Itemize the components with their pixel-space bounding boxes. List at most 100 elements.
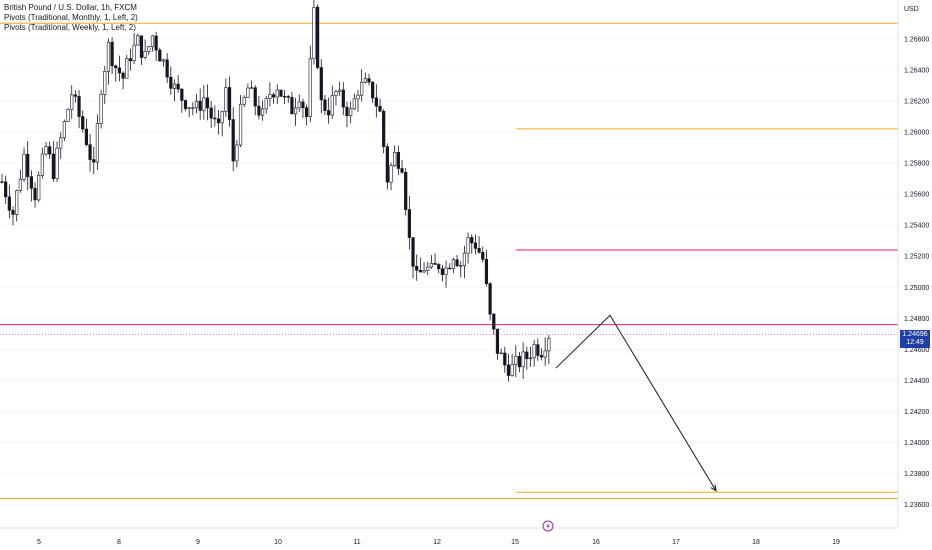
candle-up: [103, 71, 107, 95]
chart-legend: British Pound / U.S. Dollar, 1h, FXCM Pi…: [4, 3, 138, 33]
candle-up: [224, 87, 228, 112]
candle-up: [312, 6, 316, 60]
candle-down: [506, 364, 511, 376]
candle-up: [161, 59, 166, 62]
candle-down: [84, 128, 89, 145]
candle-up: [22, 153, 26, 180]
candle-down: [176, 83, 180, 90]
y-tick-label: 1.23800: [904, 471, 929, 478]
candle-down: [455, 259, 459, 267]
lightning-icon[interactable]: [542, 520, 554, 532]
y-axis[interactable]: 1.26600 1.26400 1.26200 1.26000 1.25800 1.256…: [904, 36, 929, 509]
candle-up: [125, 58, 129, 79]
candle-down: [231, 119, 235, 162]
candle-down: [400, 168, 404, 173]
y-tick-label: 1.25400: [904, 223, 929, 230]
candle-down: [433, 263, 437, 265]
candle-down: [396, 151, 400, 169]
projection-path[interactable]: [555, 314, 717, 491]
candle-up: [235, 144, 239, 162]
candle-up: [143, 50, 147, 58]
candle-up: [356, 94, 360, 100]
candle-up: [451, 259, 456, 269]
candle-up: [275, 89, 279, 98]
candle-down: [180, 88, 184, 101]
candle-up: [172, 83, 177, 89]
x-tick-label: 17: [672, 539, 680, 546]
candle-down: [477, 248, 481, 253]
candle-up: [106, 41, 111, 72]
candle-down: [536, 344, 540, 356]
candle-down: [121, 72, 125, 79]
candle-up: [55, 147, 59, 179]
candle-down: [539, 355, 544, 358]
y-tick-label: 1.24200: [904, 409, 929, 416]
candle-up: [514, 355, 518, 365]
candle-down: [495, 328, 500, 354]
x-tick-label: 5: [37, 539, 41, 546]
candle-up: [264, 98, 268, 110]
candle-down: [257, 105, 261, 116]
level-lines: [0, 22, 898, 499]
candle-down: [0, 181, 4, 183]
candle-up: [187, 107, 191, 110]
candle-down: [158, 49, 162, 62]
projection: [555, 314, 717, 492]
candle-down: [286, 96, 290, 98]
x-tick-label: 10: [274, 539, 282, 546]
candle-down: [209, 107, 213, 119]
candle-up: [194, 100, 199, 108]
candle-down: [29, 176, 33, 189]
candle-down: [367, 78, 371, 83]
candle-down: [385, 146, 389, 183]
candle-down: [139, 35, 144, 58]
candle-up: [330, 95, 334, 116]
candle-up: [59, 137, 63, 149]
x-tick-label: 12: [433, 539, 441, 546]
candle-down: [216, 118, 221, 124]
candle-up: [462, 252, 467, 266]
candle-down: [415, 266, 419, 271]
candle-up: [459, 265, 463, 267]
legend-monthly-pivots[interactable]: Pivots (Traditional, Monthly, 1, Left, 2…: [4, 13, 138, 22]
candle-down: [279, 89, 283, 97]
candle-up: [334, 91, 338, 96]
candle-up: [349, 108, 353, 117]
x-tick-label: 19: [832, 539, 840, 546]
last-price-value: 1.24696: [902, 330, 928, 338]
legend-weekly-pivots[interactable]: Pivots (Traditional, Weekly, 1, Left, 2): [4, 23, 136, 32]
candle-down: [371, 81, 375, 99]
candle-up: [150, 35, 155, 47]
x-axis[interactable]: 5 8 9 10 11 12 15 16 17 18 19: [37, 539, 840, 546]
candle-up: [293, 107, 298, 115]
candle-down: [473, 242, 478, 249]
candle-down: [128, 58, 133, 62]
candle-down: [154, 35, 158, 51]
candle-down: [73, 94, 77, 97]
candle-up: [543, 350, 547, 358]
y-tick-label: 1.25800: [904, 161, 929, 168]
candle-up: [338, 89, 342, 92]
candle-up: [389, 165, 393, 183]
y-tick-label: 1.26000: [904, 130, 929, 137]
candle-down: [165, 59, 169, 78]
candle-down: [305, 107, 309, 117]
y-tick-label: 1.24000: [904, 440, 929, 447]
candle-down: [503, 352, 507, 366]
candle-down: [481, 252, 485, 260]
candle-up: [40, 153, 44, 176]
x-tick-label: 8: [117, 539, 121, 546]
candle-down: [327, 110, 331, 116]
arrow-head: [710, 484, 717, 492]
candle-down: [213, 117, 217, 120]
candle-up: [238, 103, 243, 146]
legend-symbol[interactable]: British Pound / U.S. Dollar, 1h, FXCM: [4, 3, 137, 12]
candle-down: [198, 100, 202, 111]
y-axis-unit: USD: [904, 6, 919, 13]
candle-down: [319, 67, 323, 101]
candle-up: [62, 121, 66, 139]
candle-down: [114, 65, 118, 69]
candle-down: [282, 96, 287, 98]
candle-up: [202, 97, 206, 111]
